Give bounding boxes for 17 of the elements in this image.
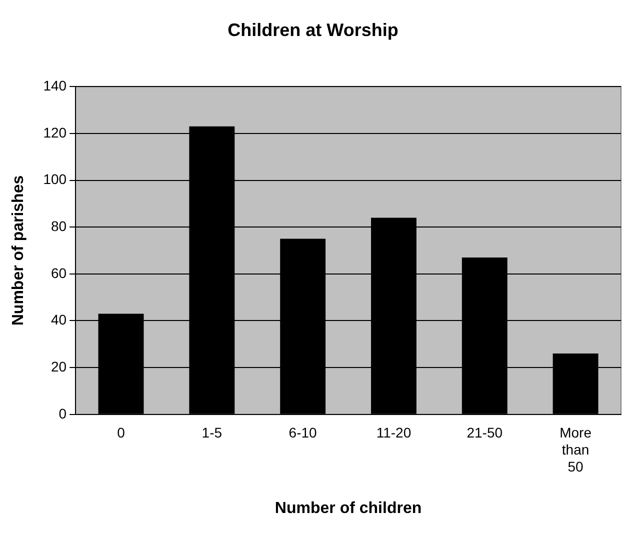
- y-tick-label: 60: [50, 264, 67, 281]
- y-tick-label: 0: [58, 405, 67, 422]
- x-tick-label: 0: [117, 424, 126, 441]
- x-tick-label: 11-20: [376, 424, 412, 441]
- x-axis-title: Number of children: [274, 500, 422, 517]
- y-tick-label: 140: [43, 77, 67, 94]
- y-axis-title: Number of parishes: [10, 175, 28, 326]
- x-tick-label: 1-5: [202, 424, 222, 441]
- x-tick-label: 6-10: [288, 424, 318, 441]
- y-tick-label: 20: [50, 358, 67, 374]
- x-tick-label: More than 50: [560, 424, 592, 474]
- y-tick-label: 80: [50, 218, 67, 234]
- chart-title: Children at Worship: [228, 20, 398, 40]
- y-tick-label: 120: [43, 124, 67, 140]
- y-tick-label: 40: [50, 312, 67, 328]
- y-tick-label: 100: [43, 171, 67, 188]
- x-tick-label: 21-50: [466, 424, 503, 441]
